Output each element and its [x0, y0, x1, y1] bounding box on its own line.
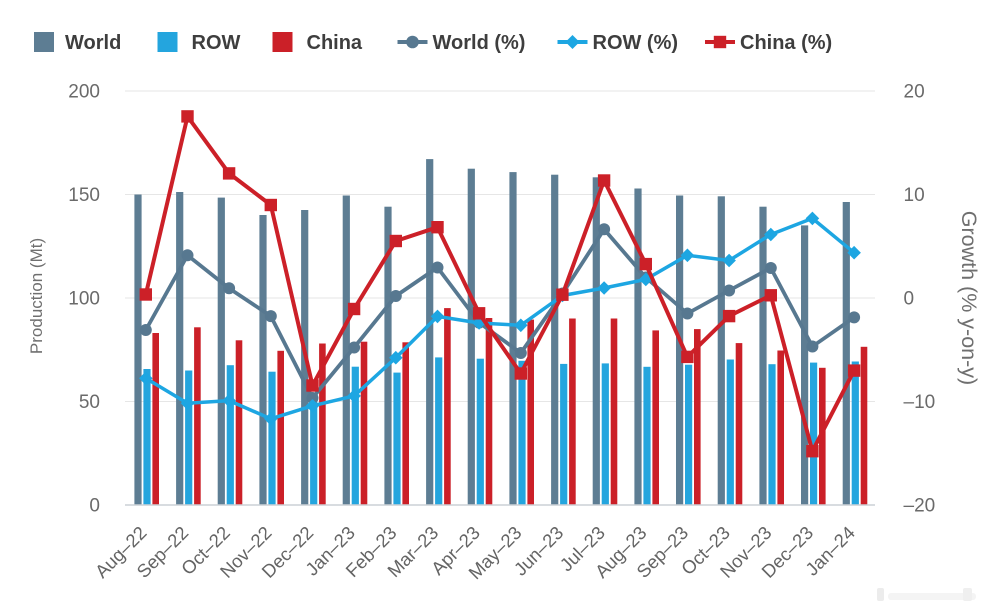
svg-text:10: 10 — [904, 185, 925, 206]
svg-text:150: 150 — [68, 185, 100, 206]
svg-text:ROW: ROW — [192, 32, 241, 54]
svg-text:China: China — [307, 32, 363, 54]
svg-text:ROW (%): ROW (%) — [593, 32, 679, 54]
svg-text:World (%): World (%) — [433, 32, 526, 54]
svg-text:–20: –20 — [904, 496, 936, 517]
svg-text:–10: –10 — [904, 392, 936, 413]
svg-text:0: 0 — [904, 289, 915, 310]
svg-text:Production (Mt): Production (Mt) — [27, 238, 46, 354]
svg-text:100: 100 — [68, 289, 100, 310]
svg-text:China (%): China (%) — [740, 32, 832, 54]
svg-text:World: World — [65, 32, 121, 54]
svg-text:50: 50 — [79, 392, 100, 413]
svg-text:0: 0 — [89, 496, 100, 517]
svg-text:200: 200 — [68, 82, 100, 103]
svg-text:20: 20 — [904, 82, 925, 103]
svg-text:Growth (% y-on-y): Growth (% y-on-y) — [957, 211, 981, 385]
